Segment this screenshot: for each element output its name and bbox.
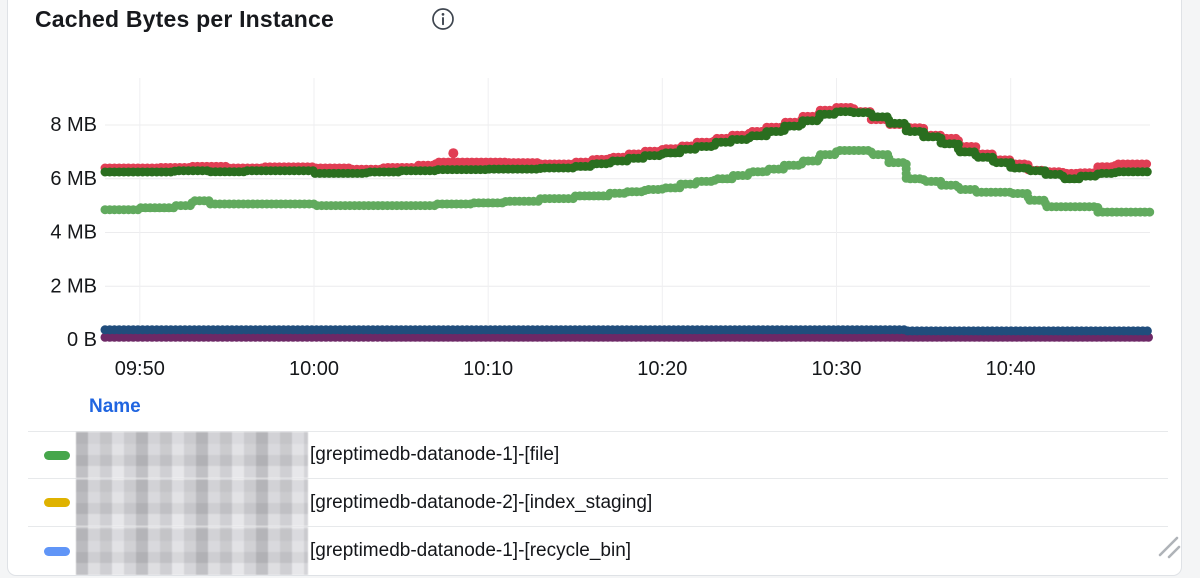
series-line-light-green[interactable] <box>100 146 1155 217</box>
legend-column-header-name[interactable]: Name <box>89 396 141 417</box>
series-swatch-green[interactable] <box>44 450 70 460</box>
series-line-dark-green[interactable] <box>100 107 1155 184</box>
chart-panel: Cached Bytes per Instance 0 B 2 MB 4 MB 6 M… <box>8 0 1181 575</box>
info-circle-icon[interactable] <box>431 7 455 31</box>
legend-row[interactable]: [greptimedb-datanode-1]-[file] <box>8 432 1181 478</box>
x-axis-tick: 10:30 <box>811 358 861 380</box>
y-axis-tick: 2 MB <box>50 275 97 297</box>
panel-title: Cached Bytes per Instance <box>35 6 335 32</box>
y-axis-tick: 8 MB <box>50 114 97 136</box>
x-axis-tick: 10:40 <box>986 358 1036 380</box>
outlier-point-red[interactable] <box>448 148 459 159</box>
redacted-instance-name <box>76 432 308 478</box>
x-axis-tick: 10:00 <box>289 358 339 380</box>
legend-row[interactable]: [greptimedb-datanode-1]-[recycle_bin] <box>8 527 1181 575</box>
legend-label[interactable]: [greptimedb-datanode-1]-[file] <box>310 444 560 465</box>
panel-resize-handle[interactable] <box>1152 530 1181 564</box>
series-line-navy[interactable] <box>100 325 1155 336</box>
x-axis-tick: 09:50 <box>115 358 165 380</box>
series-swatch-blue[interactable] <box>44 546 70 556</box>
legend-label[interactable]: [greptimedb-datanode-1]-[recycle_bin] <box>310 540 632 561</box>
series-swatch-yellow[interactable] <box>44 498 70 507</box>
legend-divider <box>28 478 1168 479</box>
y-axis-tick: 6 MB <box>50 168 97 190</box>
x-axis-tick: 10:10 <box>463 358 513 380</box>
redacted-instance-name <box>76 479 308 526</box>
x-axis-tick: 10:20 <box>637 358 687 380</box>
redacted-instance-name <box>76 527 308 575</box>
legend-label[interactable]: [greptimedb-datanode-2]-[index_staging] <box>310 491 653 513</box>
timeseries-chart[interactable]: 0 B 2 MB 4 MB 6 MB 8 MB 09:50 10:00 10:10 10:20 1… <box>8 0 1181 404</box>
y-axis-tick: 4 MB <box>50 222 97 244</box>
legend-row[interactable]: [greptimedb-datanode-2]-[index_staging] <box>8 479 1181 526</box>
legend-divider <box>28 431 1168 432</box>
legend-divider <box>28 526 1168 527</box>
y-axis-tick: 0 B <box>67 329 97 351</box>
